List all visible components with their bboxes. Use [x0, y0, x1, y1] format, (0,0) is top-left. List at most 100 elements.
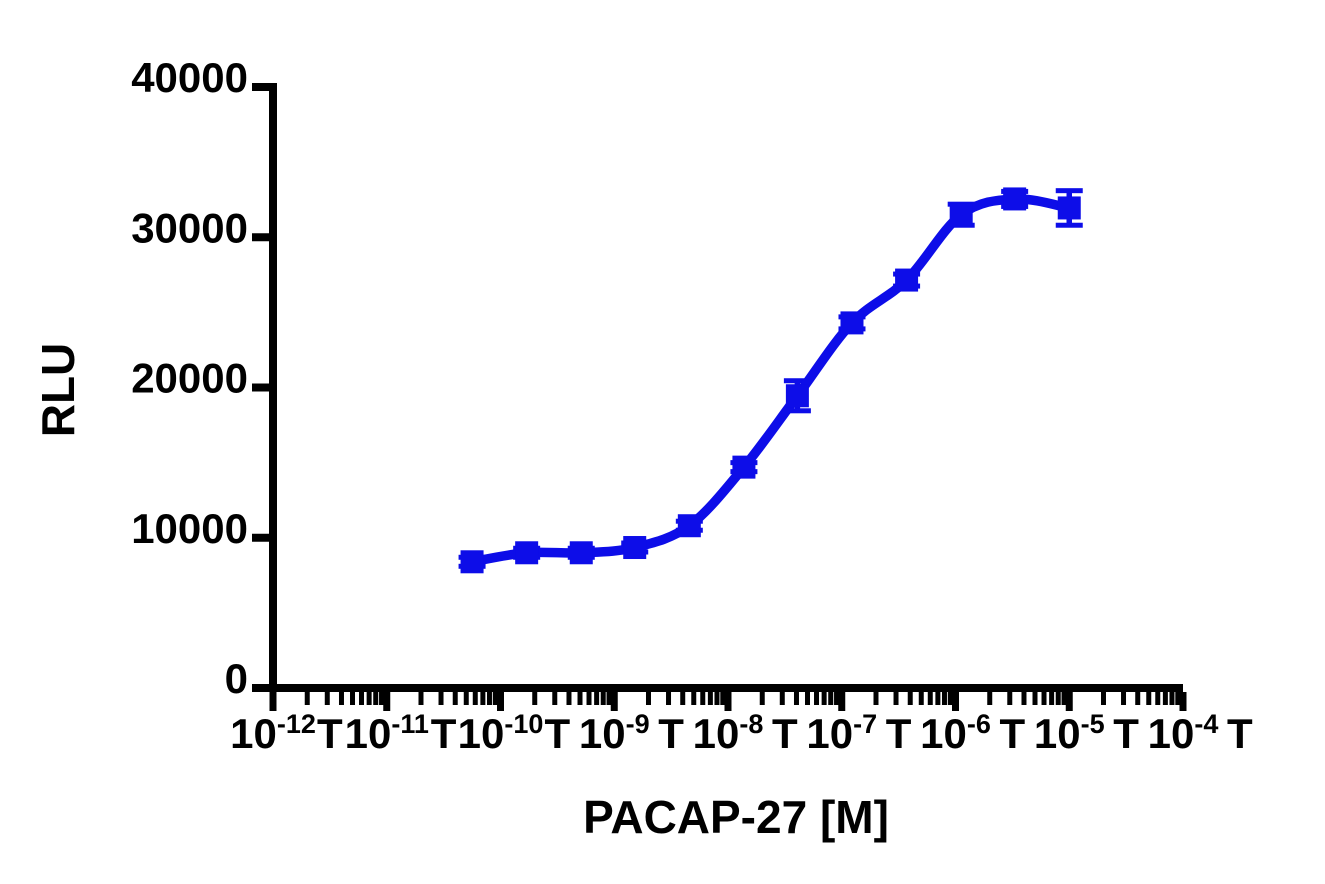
x-minor-tick: [759, 692, 765, 705]
data-point-square: [677, 514, 701, 538]
y-axis-line: [269, 83, 277, 692]
data-point-square: [1057, 196, 1081, 220]
x-major-tick: [383, 692, 391, 711]
x-minor-tick: [338, 692, 344, 705]
x-decade-tick-label: 10-12: [230, 709, 316, 757]
x-minor-tick: [707, 692, 713, 705]
data-point-square: [569, 541, 593, 565]
x-minor-tick: [1007, 692, 1013, 705]
y-major-tick: [252, 533, 269, 542]
x-minor-tick: [359, 692, 365, 705]
data-point-square: [623, 536, 647, 560]
x-decade-tick-label: 10-8: [693, 709, 764, 757]
x-minor-tick: [691, 692, 697, 705]
x-minor-tick: [935, 692, 941, 705]
axes-layer: [252, 83, 1187, 711]
x-minor-tick: [1162, 692, 1168, 705]
x-minor-tick: [987, 692, 993, 705]
x-minor-tick: [463, 692, 469, 705]
x-half-decade-label: T: [886, 710, 912, 757]
x-half-decade-label: T: [772, 710, 798, 757]
x-half-decade-label: T: [1000, 710, 1026, 757]
x-minor-tick: [821, 692, 827, 705]
x-minor-tick: [1146, 692, 1152, 705]
x-minor-tick: [600, 692, 606, 705]
x-minor-tick: [472, 692, 478, 705]
y-axis-title: RLU: [32, 343, 84, 438]
x-half-decade-label: T: [545, 710, 571, 757]
x-minor-tick: [714, 692, 720, 705]
x-minor-tick: [645, 692, 651, 705]
x-minor-tick: [373, 692, 379, 705]
error-bar-cap-bottom: [783, 408, 811, 414]
y-major-tick: [252, 684, 269, 692]
x-minor-tick: [566, 692, 572, 705]
x-minor-tick: [873, 692, 879, 705]
x-major-tick: [610, 692, 618, 711]
x-minor-tick: [324, 692, 330, 705]
x-minor-tick: [805, 692, 811, 705]
x-half-decade-label: T: [1227, 710, 1253, 757]
x-decade-tick-label: 10-5: [1034, 709, 1105, 757]
x-minor-tick: [532, 692, 538, 705]
y-tick-label: 30000: [131, 204, 248, 251]
y-major-tick: [252, 83, 269, 91]
x-minor-tick: [1041, 692, 1047, 705]
x-axis-title: PACAP-27 [M]: [583, 791, 889, 843]
x-minor-tick: [941, 692, 947, 705]
x-minor-tick: [814, 692, 820, 705]
x-minor-tick: [893, 692, 899, 705]
y-tick-label: 10000: [131, 505, 248, 552]
y-tick-label: 0: [225, 655, 248, 702]
data-point-square: [895, 268, 919, 292]
y-major-tick: [252, 233, 269, 242]
tick-labels-layer: 0 10000 20000 30000 40000 10-12 10-11 10-10 10-9…: [131, 54, 1253, 757]
x-decade-tick-label: 10-4: [1148, 709, 1219, 757]
x-minor-tick: [586, 692, 592, 705]
x-minor-tick: [366, 692, 372, 705]
x-minor-tick: [834, 692, 840, 705]
x-minor-tick: [577, 692, 583, 705]
x-minor-tick: [700, 692, 706, 705]
data-point-square: [840, 311, 864, 335]
x-minor-tick: [947, 692, 953, 705]
x-minor-tick: [492, 692, 498, 705]
x-axis-line: [269, 684, 1183, 692]
x-minor-tick: [907, 692, 913, 705]
x-minor-tick: [1100, 692, 1106, 705]
x-decade-tick-label: 10-10: [458, 709, 544, 757]
data-point-square: [460, 550, 484, 574]
y-tick-label: 20000: [131, 355, 248, 402]
x-minor-tick: [927, 692, 933, 705]
x-decade-tick-label: 10-6: [920, 709, 991, 757]
data-point-square: [785, 384, 809, 408]
y-major-tick: [252, 383, 269, 392]
x-minor-tick: [350, 692, 356, 705]
x-major-tick: [1065, 692, 1073, 711]
x-minor-tick: [480, 692, 486, 705]
error-bar-cap-top: [783, 378, 811, 384]
x-half-decade-label: T: [1113, 710, 1139, 757]
y-tick-label: 40000: [131, 54, 248, 101]
x-minor-tick: [720, 692, 726, 705]
x-half-decade-label: T: [431, 710, 457, 757]
x-minor-tick: [1121, 692, 1127, 705]
x-minor-tick: [1049, 692, 1055, 705]
x-minor-tick: [452, 692, 458, 705]
x-minor-tick: [418, 692, 424, 705]
x-decade-tick-label: 10-11: [345, 709, 429, 757]
x-major-tick: [497, 692, 504, 711]
x-decade-tick-label: 10-7: [806, 709, 877, 757]
data-point-square: [732, 455, 756, 479]
x-major-tick: [1179, 692, 1187, 711]
x-minor-tick: [1032, 692, 1038, 705]
x-minor-tick: [1175, 692, 1181, 705]
x-minor-tick: [594, 692, 600, 705]
x-decade-tick-label: 10-9: [579, 709, 650, 757]
data-point-square: [949, 203, 973, 227]
x-minor-tick: [552, 692, 558, 705]
x-major-tick: [269, 692, 277, 711]
x-minor-tick: [793, 692, 799, 705]
